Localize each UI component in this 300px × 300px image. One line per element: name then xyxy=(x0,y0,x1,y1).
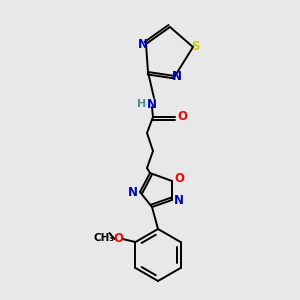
Text: S: S xyxy=(191,40,199,53)
Text: N: N xyxy=(147,98,157,110)
Text: N: N xyxy=(172,70,182,83)
Text: O: O xyxy=(113,232,124,245)
Text: O: O xyxy=(174,172,184,185)
Text: N: N xyxy=(128,185,138,199)
Text: N: N xyxy=(174,194,184,206)
Text: N: N xyxy=(138,38,148,50)
Text: CH₃: CH₃ xyxy=(94,233,115,243)
Text: O: O xyxy=(177,110,187,124)
Text: H: H xyxy=(137,99,147,109)
